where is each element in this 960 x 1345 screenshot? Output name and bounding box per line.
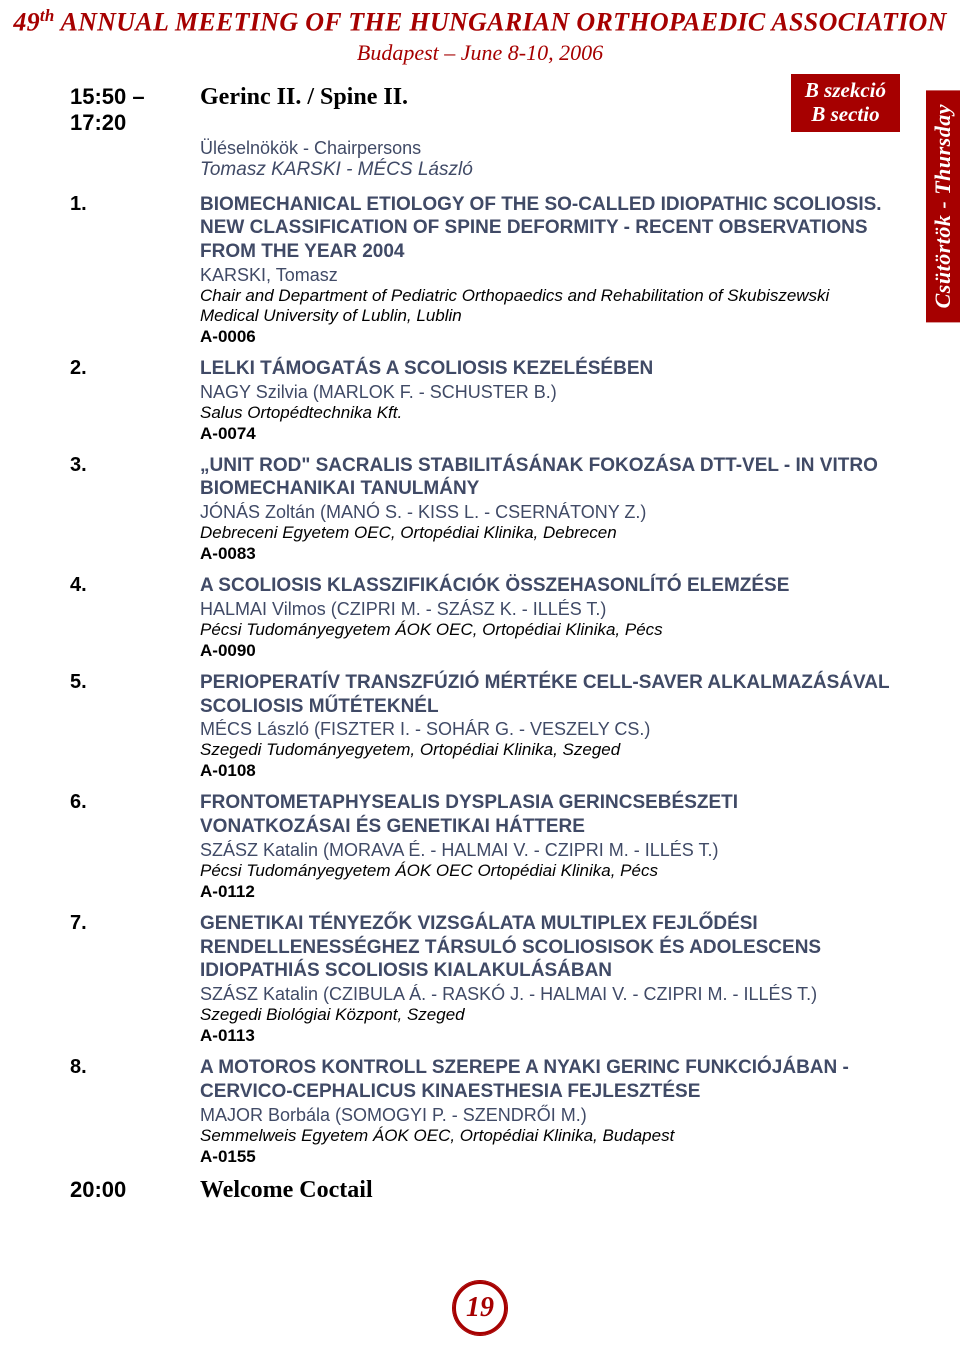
item-code: A-0112 xyxy=(200,882,890,902)
item-code: A-0090 xyxy=(200,641,890,661)
page-number-badge: 19 xyxy=(453,1281,507,1335)
section-badge-line1: B szekció xyxy=(805,78,886,102)
item-affiliation: Semmelweis Egyetem ÁOK OEC, Ortopédiai K… xyxy=(200,1126,890,1146)
item-authors: SZÁSZ Katalin (CZIBULA Á. - RASKÓ J. - H… xyxy=(200,984,890,1005)
item-code: A-0074 xyxy=(200,424,890,444)
program-item: 4.A SCOLIOSIS KLASSZIFIKÁCIÓK ÖSSZEHASON… xyxy=(70,574,890,661)
item-body: LELKI TÁMOGATÁS A SCOLIOSIS KEZELÉSÉBENN… xyxy=(200,357,890,444)
section-badge: B szekció B sectio xyxy=(791,74,900,132)
chairpersons-label: Üléselnökök - Chairpersons xyxy=(200,138,890,159)
item-authors: MÉCS László (FISZTER I. - SOHÁR G. - VES… xyxy=(200,719,890,740)
item-authors: HALMAI Vilmos (CZIPRI M. - SZÁSZ K. - IL… xyxy=(200,599,890,620)
closing-time: 20:00 xyxy=(70,1177,200,1204)
item-body: FRONTOMETAPHYSEALIS DYSPLASIA GERINCSEBÉ… xyxy=(200,791,890,902)
item-title: LELKI TÁMOGATÁS A SCOLIOSIS KEZELÉSÉBEN xyxy=(200,357,890,381)
item-title: FRONTOMETAPHYSEALIS DYSPLASIA GERINCSEBÉ… xyxy=(200,791,890,839)
session-time: 15:50 – 17:20 xyxy=(70,84,200,136)
item-title: GENETIKAI TÉNYEZŐK VIZSGÁLATA MULTIPLEX … xyxy=(200,912,890,983)
chairpersons-block: Üléselnökök - Chairpersons Tomasz KARSKI… xyxy=(200,138,890,181)
item-authors: MAJOR Borbála (SOMOGYI P. - SZENDRŐI M.) xyxy=(200,1105,890,1126)
item-code: A-0113 xyxy=(200,1026,890,1046)
item-affiliation: Szegedi Biológiai Központ, Szeged xyxy=(200,1005,890,1025)
header-title: 49th ANNUAL MEETING OF THE HUNGARIAN ORT… xyxy=(0,6,960,38)
title-ordinal: th xyxy=(40,6,55,25)
session-title: Gerinc II. / Spine II. xyxy=(200,84,408,136)
item-affiliation: Pécsi Tudományegyetem ÁOK OEC, Ortopédia… xyxy=(200,620,890,640)
item-affiliation: Chair and Department of Pediatric Orthop… xyxy=(200,286,890,326)
program-item: 7.GENETIKAI TÉNYEZŐK VIZSGÁLATA MULTIPLE… xyxy=(70,912,890,1046)
item-title: „UNIT ROD" SACRALIS STABILITÁSÁNAK FOKOZ… xyxy=(200,454,890,502)
content-area: B szekció B sectio 15:50 – 17:20 Gerinc … xyxy=(0,74,960,1204)
item-number: 1. xyxy=(70,193,200,347)
item-number: 8. xyxy=(70,1056,200,1167)
header-subtitle: Budapest – June 8-10, 2006 xyxy=(0,40,960,66)
items-list: 1.BIOMECHANICAL ETIOLOGY OF THE SO-CALLE… xyxy=(70,193,890,1167)
program-item: 6.FRONTOMETAPHYSEALIS DYSPLASIA GERINCSE… xyxy=(70,791,890,902)
session-row: 15:50 – 17:20 Gerinc II. / Spine II. xyxy=(70,84,890,136)
program-item: 3.„UNIT ROD" SACRALIS STABILITÁSÁNAK FOK… xyxy=(70,454,890,565)
closing-row: 20:00 Welcome Coctail xyxy=(70,1177,890,1204)
title-rest: ANNUAL MEETING OF THE HUNGARIAN ORTHOPAE… xyxy=(55,8,947,37)
item-affiliation: Szegedi Tudományegyetem, Ortopédiai Klin… xyxy=(200,740,890,760)
item-affiliation: Debreceni Egyetem OEC, Ortopédiai Klinik… xyxy=(200,523,890,543)
item-authors: SZÁSZ Katalin (MORAVA É. - HALMAI V. - C… xyxy=(200,840,890,861)
item-body: „UNIT ROD" SACRALIS STABILITÁSÁNAK FOKOZ… xyxy=(200,454,890,565)
item-body: PERIOPERATÍV TRANSZFÚZIÓ MÉRTÉKE CELL-SA… xyxy=(200,671,890,782)
title-prefix: 49 xyxy=(13,8,40,37)
item-title: BIOMECHANICAL ETIOLOGY OF THE SO-CALLED … xyxy=(200,193,890,264)
program-item: 8.A MOTOROS KONTROLL SZEREPE A NYAKI GER… xyxy=(70,1056,890,1167)
item-body: A SCOLIOSIS KLASSZIFIKÁCIÓK ÖSSZEHASONLÍ… xyxy=(200,574,890,661)
program-item: 5.PERIOPERATÍV TRANSZFÚZIÓ MÉRTÉKE CELL-… xyxy=(70,671,890,782)
item-body: BIOMECHANICAL ETIOLOGY OF THE SO-CALLED … xyxy=(200,193,890,347)
program-item: 2.LELKI TÁMOGATÁS A SCOLIOSIS KEZELÉSÉBE… xyxy=(70,357,890,444)
item-title: A SCOLIOSIS KLASSZIFIKÁCIÓK ÖSSZEHASONLÍ… xyxy=(200,574,890,598)
section-badge-line2: B sectio xyxy=(805,102,886,126)
item-number: 7. xyxy=(70,912,200,1046)
item-code: A-0006 xyxy=(200,327,890,347)
item-body: GENETIKAI TÉNYEZŐK VIZSGÁLATA MULTIPLEX … xyxy=(200,912,890,1046)
page-number: 19 xyxy=(466,1292,494,1324)
item-number: 3. xyxy=(70,454,200,565)
item-code: A-0108 xyxy=(200,761,890,781)
page-header: 49th ANNUAL MEETING OF THE HUNGARIAN ORT… xyxy=(0,0,960,74)
item-title: PERIOPERATÍV TRANSZFÚZIÓ MÉRTÉKE CELL-SA… xyxy=(200,671,890,719)
item-number: 2. xyxy=(70,357,200,444)
item-affiliation: Salus Ortopédtechnika Kft. xyxy=(200,403,890,423)
closing-label: Welcome Coctail xyxy=(200,1177,373,1204)
item-body: A MOTOROS KONTROLL SZEREPE A NYAKI GERIN… xyxy=(200,1056,890,1167)
program-item: 1.BIOMECHANICAL ETIOLOGY OF THE SO-CALLE… xyxy=(70,193,890,347)
item-number: 4. xyxy=(70,574,200,661)
item-affiliation: Pécsi Tudományegyetem ÁOK OEC Ortopédiai… xyxy=(200,861,890,881)
chairpersons-names: Tomasz KARSKI - MÉCS László xyxy=(200,159,890,181)
item-code: A-0155 xyxy=(200,1147,890,1167)
item-authors: NAGY Szilvia (MARLOK F. - SCHUSTER B.) xyxy=(200,382,890,403)
item-authors: KARSKI, Tomasz xyxy=(200,265,890,286)
item-title: A MOTOROS KONTROLL SZEREPE A NYAKI GERIN… xyxy=(200,1056,890,1104)
item-number: 5. xyxy=(70,671,200,782)
item-number: 6. xyxy=(70,791,200,902)
item-code: A-0083 xyxy=(200,544,890,564)
item-authors: JÓNÁS Zoltán (MANÓ S. - KISS L. - CSERNÁ… xyxy=(200,502,890,523)
